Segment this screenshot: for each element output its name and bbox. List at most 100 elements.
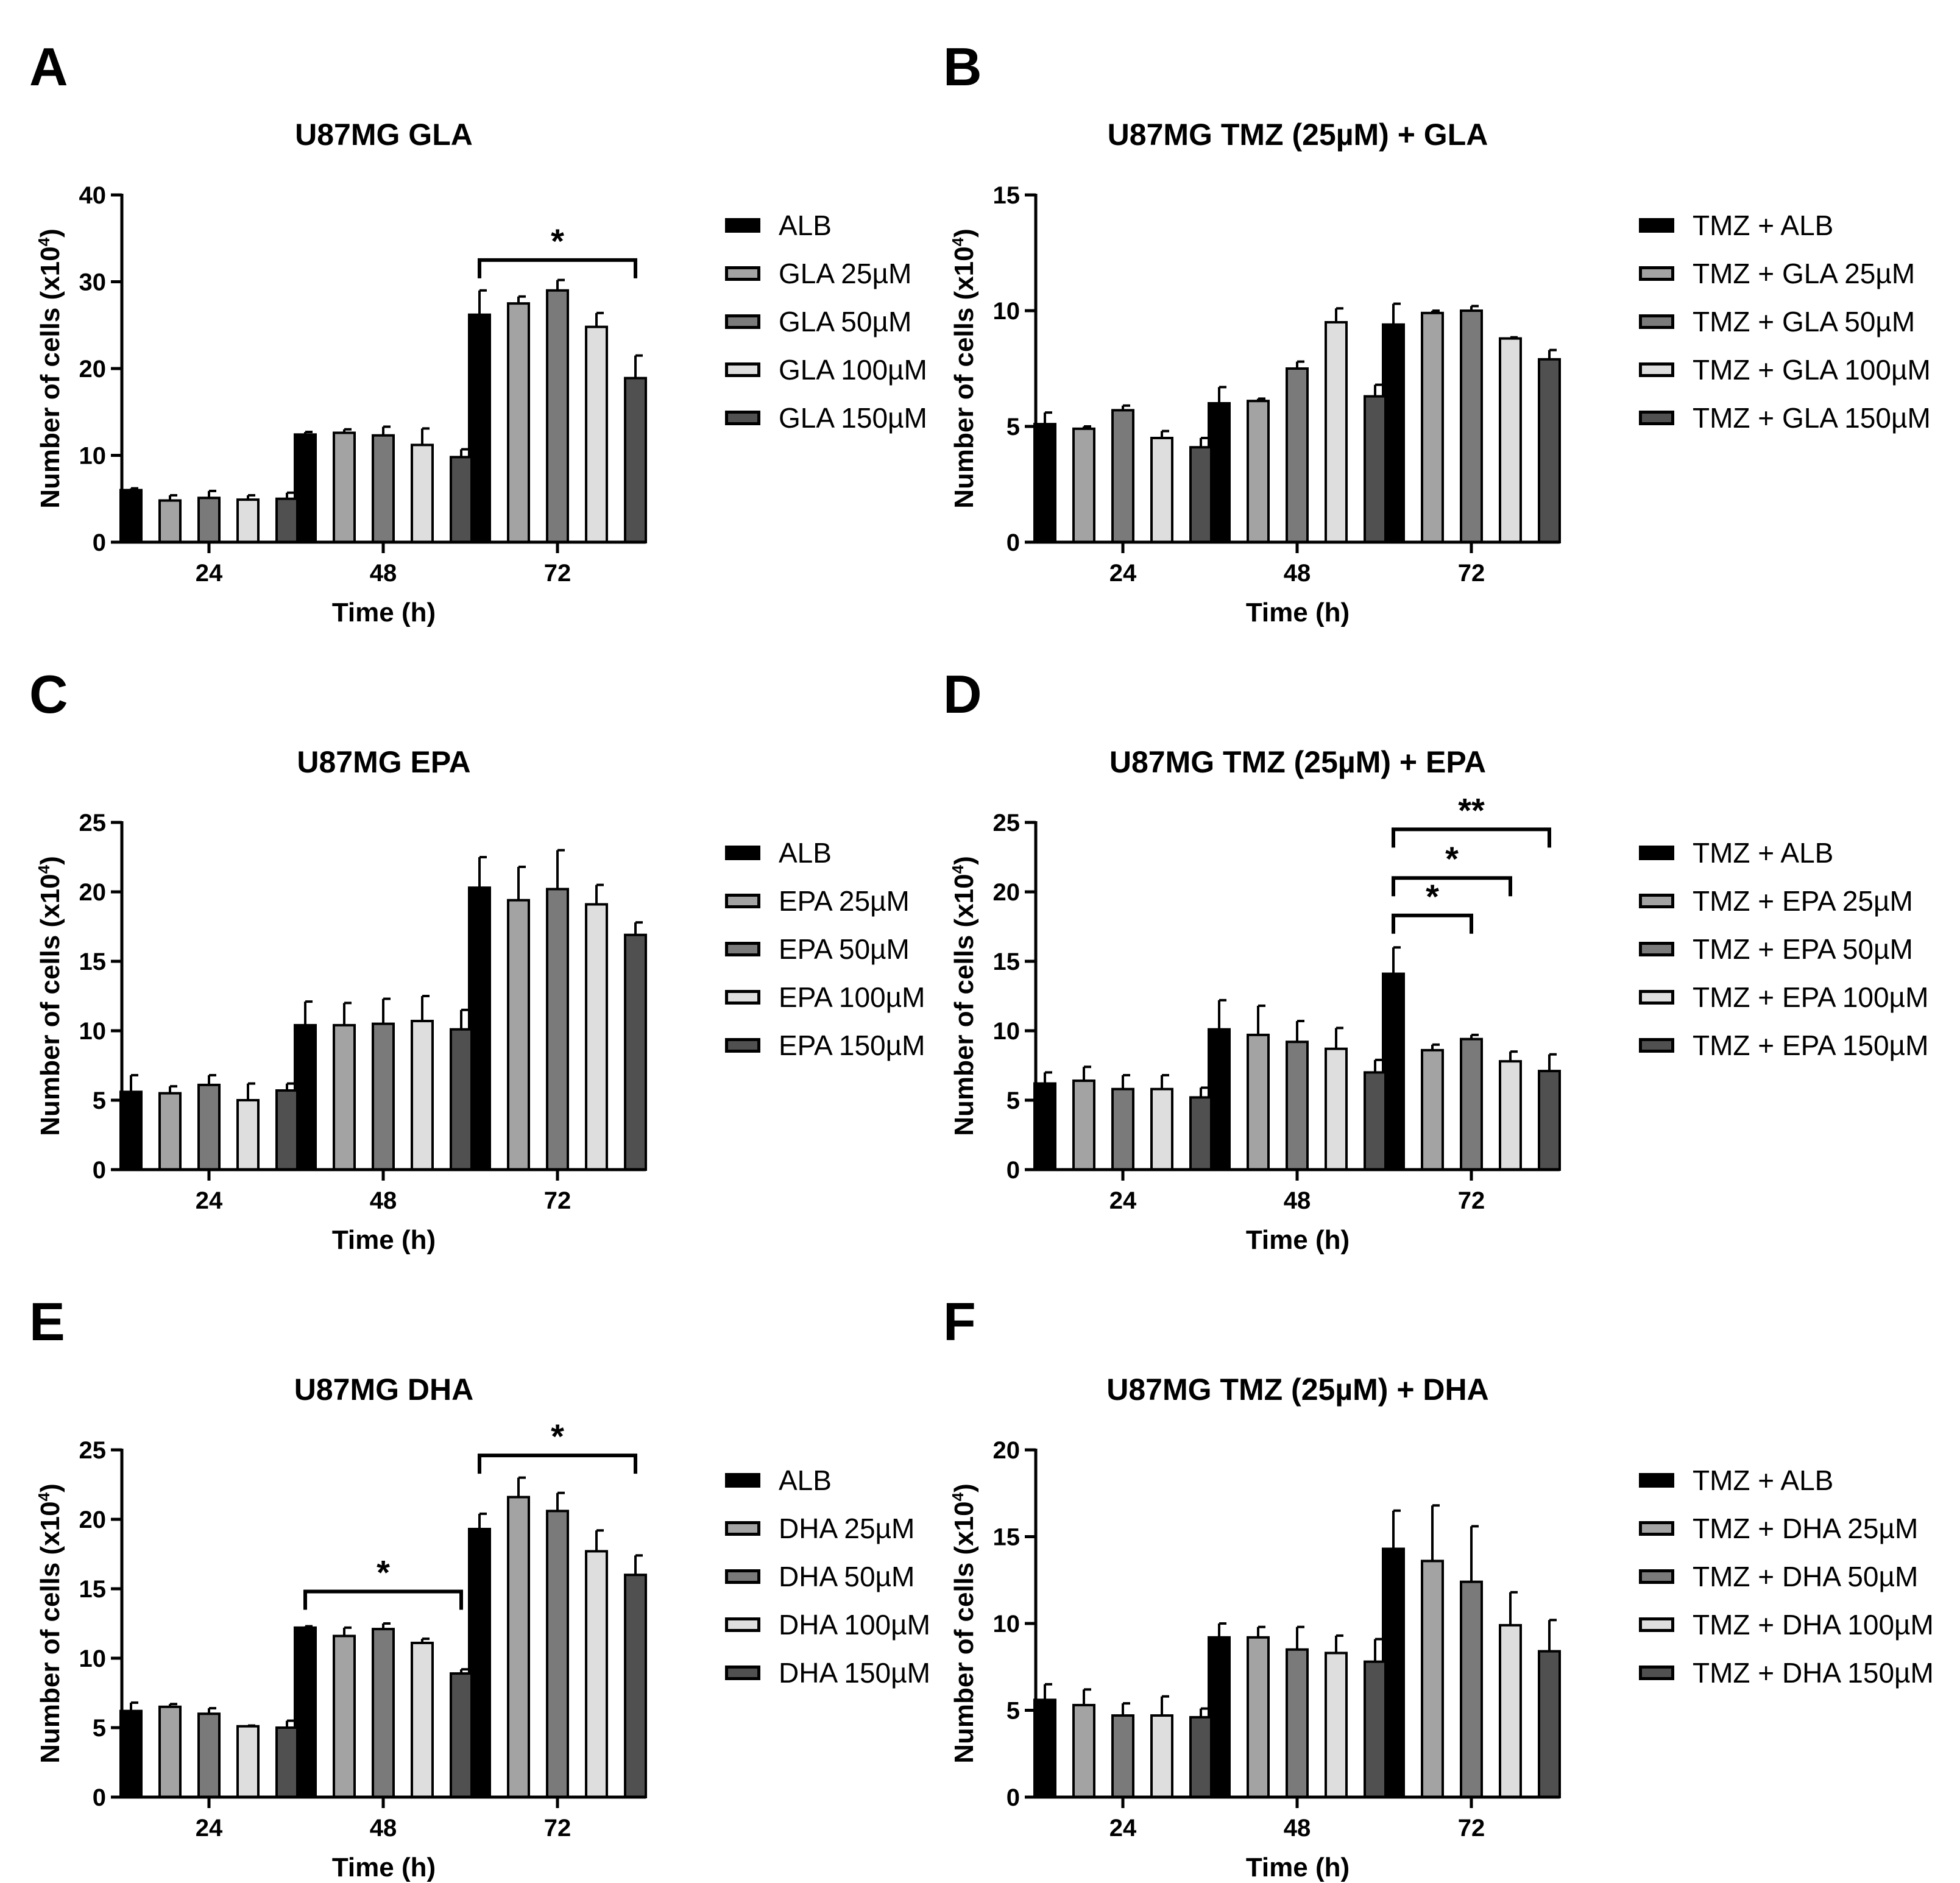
bar (1421, 311, 1444, 543)
legend-item: TMZ + GLA 100µM (1639, 345, 1931, 394)
legend-label: EPA 100µM (779, 981, 925, 1013)
bar (507, 899, 530, 1171)
y-tick-label: 10 (993, 298, 1021, 325)
bar (158, 1705, 182, 1798)
significance-marker: ** (1458, 791, 1485, 829)
bar (1538, 1650, 1561, 1798)
bar (411, 443, 434, 544)
x-axis-label: Time (h) (331, 1225, 436, 1255)
bar (1460, 1580, 1483, 1798)
bar (372, 434, 395, 543)
legend-swatch (725, 893, 760, 908)
panel-a: A U87MG GLA 0 10 20 30 40 24 48 72 * Time (h) Nu… (0, 0, 980, 627)
bar (1460, 309, 1483, 543)
legend-item: GLA 100µM (725, 345, 927, 394)
legend-item: ALB (725, 1456, 930, 1504)
legend-item: TMZ + DHA 25µM (1639, 1504, 1934, 1552)
bar (585, 325, 608, 543)
y-axis-label: Number of cells (x104) (35, 228, 65, 509)
bar (1247, 1636, 1270, 1798)
y-axis-label-text: Number of cells (x10 (949, 1501, 979, 1764)
x-tick-label: 24 (1109, 1187, 1137, 1214)
legend: TMZ + ALB TMZ + GLA 25µM TMZ + GLA 50µM … (1639, 201, 1931, 442)
bar (624, 376, 647, 543)
x-axis-label: Time (h) (331, 598, 436, 627)
legend-label: TMZ + ALB (1693, 209, 1834, 241)
chart-title: U87MG TMZ (25µM) + EPA (1109, 745, 1487, 779)
legend-item: DHA 100µM (725, 1600, 930, 1648)
chart-title: U87MG EPA (297, 745, 471, 779)
bar (1033, 423, 1056, 544)
legend-swatch (1639, 1569, 1674, 1584)
bar (546, 289, 569, 543)
panel-e: E U87MG DHA 0 5 10 15 20 25 24 48 72 * * Time (h) … (0, 1255, 980, 1882)
legend-label: TMZ + GLA 25µM (1693, 257, 1916, 289)
legend-label: GLA 150µM (779, 401, 927, 434)
legend-swatch (1639, 1037, 1674, 1053)
x-tick-label: 24 (1109, 1815, 1137, 1842)
bar (1111, 1714, 1134, 1798)
y-tick-label: 40 (79, 182, 107, 209)
bar (1150, 1714, 1173, 1798)
panel-d: D U87MG TMZ (25µM) + EPA 0 5 10 15 20 25 24 48 7… (914, 627, 1928, 1255)
legend-swatch (1639, 1521, 1674, 1536)
bar (1150, 1087, 1173, 1171)
y-tick-label: 15 (993, 1524, 1021, 1551)
significance-bracket (303, 1589, 463, 1610)
x-tick-label: 72 (544, 1815, 571, 1842)
legend-swatch (1639, 941, 1674, 956)
y-axis-label-exponent: 4 (35, 1492, 54, 1502)
y-axis-label-text: Number of cells (x10 (949, 246, 979, 509)
y-tick-label: 20 (79, 1507, 107, 1533)
legend-label: DHA 25µM (779, 1512, 915, 1544)
y-tick-label: 25 (79, 810, 107, 836)
chart-title: U87MG TMZ (25µM) + DHA (1106, 1373, 1489, 1407)
bar (1325, 321, 1348, 543)
bar (1111, 1087, 1134, 1171)
bar (119, 1709, 143, 1799)
legend-item: ALB (725, 828, 925, 877)
x-axis-label: Time (h) (1245, 598, 1350, 627)
legend-swatch (1639, 410, 1674, 425)
bar (624, 1574, 647, 1798)
y-tick-label: 0 (1007, 529, 1020, 556)
legend-swatch (725, 1569, 760, 1584)
bar (158, 499, 182, 543)
bar (1499, 1060, 1522, 1171)
panel-label: F (943, 1291, 976, 1352)
y-tick-label: 5 (93, 1087, 106, 1114)
y-tick-label: 15 (79, 949, 107, 975)
bar (197, 496, 221, 544)
bar (585, 903, 608, 1171)
x-tick-label: 24 (196, 560, 223, 587)
y-axis-label-close: ) (35, 856, 65, 865)
y-tick-label: 15 (993, 182, 1021, 209)
legend-swatch (1639, 362, 1674, 377)
y-axis-label-text: Number of cells (x10 (35, 246, 65, 509)
y-axis-label-close: ) (949, 856, 979, 865)
legend: ALB DHA 25µM DHA 50µM DHA 100µM DHA 150µ… (725, 1456, 930, 1697)
x-tick-label: 72 (544, 1187, 571, 1214)
panel-c: C U87MG EPA 0 5 10 15 20 25 24 48 72 Time (h) Nu… (0, 627, 980, 1255)
y-axis-label-close: ) (35, 228, 65, 238)
bar (372, 1628, 395, 1798)
bar (333, 1634, 356, 1799)
bar-chart: 0 10 20 30 40 24 48 72 * (79, 182, 647, 587)
y-tick-label: 0 (1007, 1157, 1020, 1184)
x-tick-label: 24 (196, 1187, 223, 1214)
legend-swatch (1639, 845, 1674, 860)
bar (1150, 437, 1173, 543)
legend-label: DHA 50µM (779, 1560, 915, 1592)
legend-label: EPA 50µM (779, 933, 910, 965)
bar-chart: 0 5 10 15 24 48 72 (993, 182, 1561, 587)
bar (507, 1496, 530, 1798)
legend: ALB GLA 25µM GLA 50µM GLA 100µM GLA 150µ… (725, 201, 927, 442)
panel-label: A (29, 37, 68, 97)
panel-b: B U87MG TMZ (25µM) + GLA 0 5 10 15 24 48 72 Ti… (914, 0, 1931, 627)
legend: ALB EPA 25µM EPA 50µM EPA 100µM EPA 150µ… (725, 828, 925, 1069)
bar (1072, 1703, 1095, 1799)
y-tick-label: 25 (79, 1437, 107, 1464)
x-axis-label: Time (h) (1245, 1853, 1350, 1882)
legend-item: ALB (725, 201, 927, 249)
bar (1364, 1660, 1387, 1799)
